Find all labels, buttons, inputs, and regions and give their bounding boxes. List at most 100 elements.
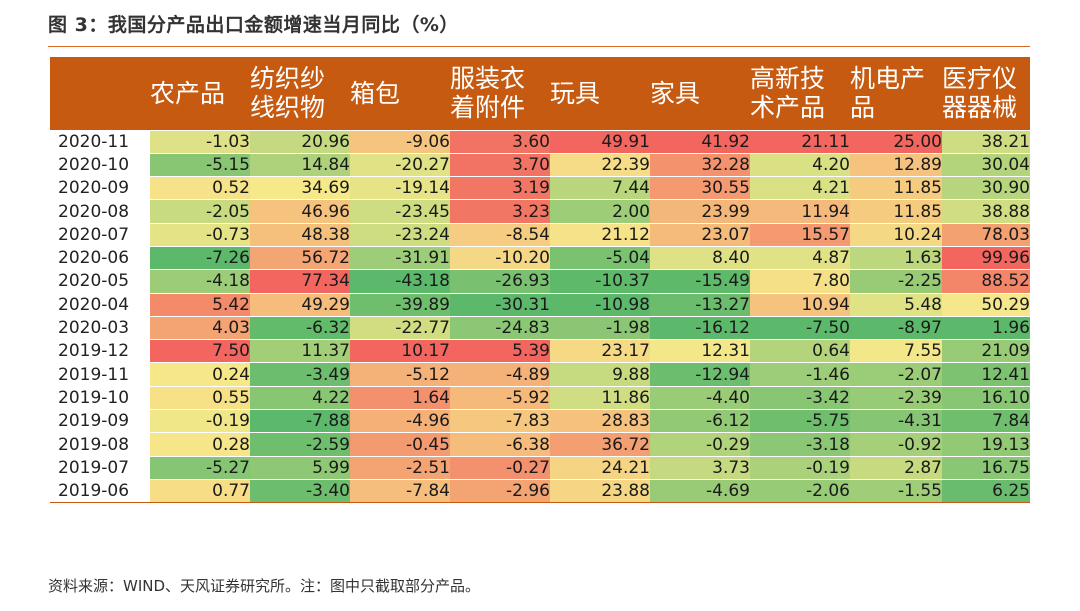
column-header: 高新技 术产品 [750, 57, 850, 130]
row-label: 2020-06 [50, 245, 150, 270]
heat-cell: -20.27 [350, 152, 450, 177]
heat-cell: -3.49 [250, 362, 350, 387]
heat-cell: 19.13 [942, 432, 1030, 457]
heat-cell: -10.98 [550, 292, 650, 317]
table-row: 2020-09 0.52 34.69 -19.14 3.19 7.44 30.55 4.21 1… [50, 176, 1030, 200]
heat-cell: 8.40 [650, 245, 750, 270]
heat-cell: 23.88 [550, 478, 650, 504]
heat-cell: 11.85 [850, 199, 942, 224]
heat-cell: -2.51 [350, 455, 450, 480]
heat-cell: -0.29 [650, 432, 750, 457]
column-header-label: 箱包 [350, 78, 401, 108]
heat-cell: 3.19 [450, 176, 550, 200]
heat-cell: -13.27 [650, 292, 750, 317]
table-row: 2019-06 0.77 -3.40 -7.84 -2.96 23.88 -4.69 -2.0… [50, 478, 1030, 504]
heat-cell: 25.00 [850, 129, 942, 154]
heat-cell: 16.75 [942, 455, 1030, 480]
heat-cell: -1.03 [150, 129, 250, 154]
heat-cell: -8.54 [450, 222, 550, 247]
heat-cell: 7.50 [150, 339, 250, 363]
heat-cell: 0.77 [150, 478, 250, 504]
heat-cell: 11.94 [750, 199, 850, 224]
heat-cell: -0.27 [450, 455, 550, 480]
heat-cell: 21.09 [942, 339, 1030, 363]
heatmap-table: 农产品 纺织纱 线织物 箱包 服装衣 着附件 玩具 家具 高新技 术产品 机电产品医疗仪 器器械 20… [50, 57, 1030, 504]
heat-cell: 7.84 [942, 409, 1030, 433]
heat-cell: 32.28 [650, 152, 750, 177]
heat-cell: 3.73 [650, 455, 750, 480]
heat-cell: -5.04 [550, 245, 650, 270]
heat-cell: 4.21 [750, 176, 850, 200]
table-row: 2020-07 -0.73 48.38 -23.24 -8.54 21.12 23.07 15… [50, 222, 1030, 247]
table-row: 2019-07 -5.27 5.99 -2.51 -0.27 24.21 3.73 -0.19… [50, 455, 1030, 480]
row-label: 2020-11 [50, 129, 150, 154]
heat-cell: 48.38 [250, 222, 350, 247]
heat-cell: -4.31 [850, 409, 942, 433]
heat-cell: 77.34 [250, 269, 350, 294]
heat-cell: -5.27 [150, 455, 250, 480]
source-note: 资料来源：WIND、天风证券研究所。注：图中只截取部分产品。 [48, 577, 481, 595]
heat-cell: 30.90 [942, 176, 1030, 200]
heat-cell: -1.98 [550, 315, 650, 340]
table-row: 2019-08 0.28 -2.59 -0.45 -6.38 36.72 -0.29 -3.1… [50, 432, 1030, 457]
heat-cell: -6.38 [450, 432, 550, 457]
heat-cell: 4.03 [150, 315, 250, 340]
heat-cell: 36.72 [550, 432, 650, 457]
row-label: 2019-12 [50, 339, 150, 363]
heat-cell: -7.84 [350, 478, 450, 504]
column-header-label: 医疗仪 器器械 [942, 64, 1018, 123]
column-header: 机电产品 [850, 57, 942, 130]
heat-cell: -24.83 [450, 315, 550, 340]
column-header-label: 玩具 [550, 78, 601, 108]
heat-cell: -43.18 [350, 269, 450, 294]
heat-cell: 0.52 [150, 176, 250, 200]
title-divider [48, 46, 1030, 47]
heat-cell: -0.92 [850, 432, 942, 457]
heat-cell: 4.87 [750, 245, 850, 270]
heat-cell: -7.83 [450, 409, 550, 433]
column-header: 箱包 [350, 57, 450, 130]
table-row: 2019-11 0.24 -3.49 -5.12 -4.89 9.88 -12.94 -1.4… [50, 362, 1030, 387]
heat-cell: 99.96 [942, 245, 1030, 270]
heat-cell: 15.57 [750, 222, 850, 247]
heat-cell: -12.94 [650, 362, 750, 387]
table-row: 2020-05 -4.18 77.34 -43.18 -26.93 -10.37 -15.4… [50, 269, 1030, 294]
column-header-label: 机电产品 [850, 64, 926, 123]
heat-cell: 3.60 [450, 129, 550, 154]
heat-cell: -5.15 [150, 152, 250, 177]
column-header: 玩具 [550, 57, 650, 130]
row-label: 2019-06 [50, 478, 150, 504]
heat-cell: -2.96 [450, 478, 550, 504]
header-row: 农产品 纺织纱 线织物 箱包 服装衣 着附件 玩具 家具 高新技 术产品 机电产品医疗仪 器器械 [50, 57, 1030, 130]
row-label: 2020-03 [50, 315, 150, 340]
heat-cell: -7.50 [750, 315, 850, 340]
heat-cell: -16.12 [650, 315, 750, 340]
table-row: 2019-12 7.50 11.37 10.17 5.39 23.17 12.31 0.64 7… [50, 339, 1030, 363]
heat-cell: 1.64 [350, 385, 450, 410]
heat-cell: -5.12 [350, 362, 450, 387]
heat-cell: 28.83 [550, 409, 650, 433]
row-label: 2020-08 [50, 199, 150, 224]
heat-cell: 4.20 [750, 152, 850, 177]
heat-cell: 3.23 [450, 199, 550, 224]
row-label: 2019-10 [50, 385, 150, 410]
table-row: 2020-04 5.42 49.29 -39.89 -30.31 -10.98 -13.27… [50, 292, 1030, 317]
heat-cell: -6.12 [650, 409, 750, 433]
heat-cell: 22.39 [550, 152, 650, 177]
row-label: 2020-04 [50, 292, 150, 317]
heat-cell: -39.89 [350, 292, 450, 317]
heat-cell: 11.86 [550, 385, 650, 410]
heat-cell: 49.29 [250, 292, 350, 317]
heat-cell: 12.31 [650, 339, 750, 363]
heat-cell: -1.46 [750, 362, 850, 387]
heat-cell: -2.59 [250, 432, 350, 457]
heat-cell: 1.63 [850, 245, 942, 270]
heat-cell: 38.88 [942, 199, 1030, 224]
row-label: 2019-11 [50, 362, 150, 387]
heat-cell: 7.80 [750, 269, 850, 294]
heat-cell: 23.07 [650, 222, 750, 247]
heat-cell: 9.88 [550, 362, 650, 387]
row-label: 2019-08 [50, 432, 150, 457]
heat-cell: 30.55 [650, 176, 750, 200]
heat-cell: 38.21 [942, 129, 1030, 154]
